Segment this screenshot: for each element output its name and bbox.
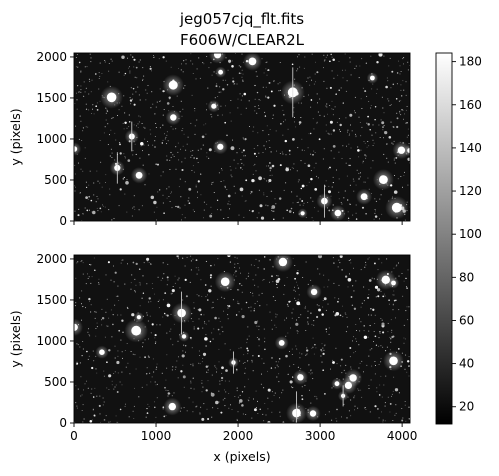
y-tick-label: 1000 (36, 334, 67, 348)
y-tick-label: 1000 (36, 132, 67, 146)
chart-title-line-2: F606W/CLEAR2L (180, 31, 305, 49)
image-bottom (74, 255, 410, 423)
colorbar-tick-label: 80 (459, 270, 474, 284)
y-tick-label: 0 (59, 214, 67, 228)
colorbar-tick-label: 160 (459, 98, 482, 112)
y-tick-label: 500 (44, 375, 67, 389)
y-tick-label: 1500 (36, 293, 67, 307)
colorbar-tick-label: 180 (459, 55, 482, 69)
chart-title-line-1: jeg057cjq_flt.fits (179, 10, 304, 29)
colorbar-tick-label: 40 (459, 357, 474, 371)
colorbar-tick-label: 60 (459, 313, 474, 327)
y-tick-label: 500 (44, 173, 67, 187)
image-top (74, 53, 410, 221)
colorbar-tick-label: 100 (459, 227, 482, 241)
x-tick-label: 0 (70, 429, 78, 443)
y-tick-label: 0 (59, 416, 67, 430)
colorbar-frame (435, 52, 453, 425)
x-tick-label: 4000 (387, 429, 418, 443)
y-tick-label: 2000 (36, 50, 67, 64)
colorbar-tick-label: 120 (459, 184, 482, 198)
y-tick-label: 1500 (36, 91, 67, 105)
axes-frame-top (73, 52, 411, 222)
y-axis-label-bottom: y (pixels) (8, 310, 23, 367)
colorbar: 20 40 60 80 100 120 140 160 180 (435, 52, 482, 425)
colorbar-tick-label: 20 (459, 400, 474, 414)
x-tick-label: 2000 (223, 429, 254, 443)
x-axis-label: x (pixels) (213, 449, 270, 464)
panel-top: 0 500 1000 1500 2000 y (pixels) (8, 50, 411, 228)
panel-bottom: 0 1000 2000 3000 4000 0 500 1000 1500 2000 y (pixe… (8, 252, 417, 464)
x-tick-label: 3000 (305, 429, 336, 443)
y-tick-label: 2000 (36, 252, 67, 266)
x-tick-label: 1000 (141, 429, 172, 443)
colorbar-tick-label: 140 (459, 141, 482, 155)
colorbar-gradient (436, 53, 452, 424)
axes-frame-bottom (73, 254, 411, 424)
y-axis-label-top: y (pixels) (8, 108, 23, 165)
